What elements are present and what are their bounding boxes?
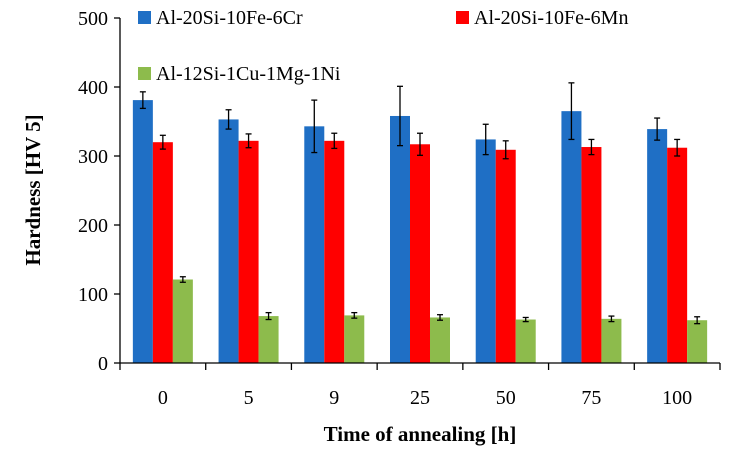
legend: Al-20Si-10Fe-6Cr Al-20Si-10Fe-6Mn Al-12Si-… — [138, 7, 628, 85]
legend-swatch — [456, 11, 469, 24]
y-tick-label: 200 — [78, 215, 108, 237]
y-tick-label: 500 — [78, 8, 108, 30]
x-tick-label: 0 — [158, 387, 168, 409]
bar — [152, 142, 173, 363]
x-tick-label: 9 — [329, 387, 339, 409]
bar — [430, 317, 450, 363]
bar — [304, 126, 325, 363]
x-tick-label: 100 — [662, 387, 692, 409]
bar — [515, 319, 536, 363]
bar — [344, 315, 365, 363]
legend-swatch — [138, 11, 151, 24]
y-tick-label: 400 — [78, 77, 108, 99]
bar — [601, 318, 622, 363]
bar — [132, 100, 153, 364]
bars-layer — [132, 82, 708, 364]
bar — [390, 115, 410, 363]
bar — [667, 147, 688, 363]
legend-label: Al-20Si-10Fe-6Cr — [156, 7, 303, 29]
x-tick-label: 25 — [410, 387, 430, 409]
legend-label: Al-12Si-1Cu-1Mg-1Ni — [156, 63, 341, 85]
legend-swatch — [138, 67, 151, 80]
y-tick-label: 300 — [78, 146, 108, 168]
bar — [324, 140, 345, 363]
x-tick-label: 75 — [581, 387, 601, 409]
y-axis-title: Hardness [HV 5] — [21, 114, 45, 265]
bar — [647, 129, 668, 363]
bar — [495, 149, 516, 363]
bar — [410, 144, 430, 363]
bar — [475, 139, 496, 363]
legend-label: Al-20Si-10Fe-6Mn — [474, 7, 628, 29]
x-axis-title: Time of annealing [h] — [324, 422, 517, 446]
axes-layer: 0 100 200 300 400 500 0 5 9 25 50 75 100 — [78, 8, 721, 409]
y-tick-label: 100 — [78, 284, 108, 306]
bar — [581, 147, 602, 363]
bar — [238, 140, 259, 363]
bar — [258, 316, 279, 363]
bar — [561, 111, 582, 364]
x-tick-label: 50 — [496, 387, 516, 409]
bar — [172, 279, 193, 363]
bar — [218, 119, 239, 364]
bar — [687, 320, 708, 363]
x-tick-label: 5 — [244, 387, 254, 409]
y-tick-label: 0 — [98, 353, 108, 375]
